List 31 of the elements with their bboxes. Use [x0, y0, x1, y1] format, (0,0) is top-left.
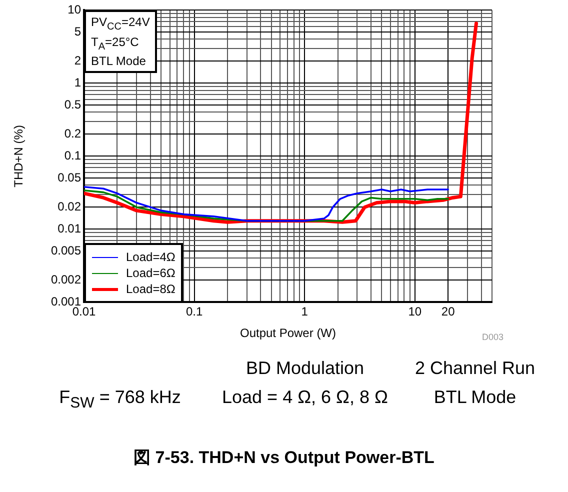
- legend-label: Load=6Ω: [126, 265, 176, 282]
- y-tick-label: 5: [74, 24, 82, 38]
- y-tick-label: 0.05: [58, 170, 82, 184]
- y-tick-label: 0.02: [58, 200, 82, 214]
- text: D003: [482, 332, 504, 342]
- legend-label: Load=8Ω: [126, 281, 176, 298]
- text: Load = 4 Ω, 6 Ω, 8 Ω: [221, 386, 389, 409]
- annotation: BTL Mode: [91, 54, 147, 68]
- y-tick-label: 2: [74, 54, 82, 68]
- y-tick-label: 0.1: [64, 148, 82, 163]
- y-tick-label: 0.01: [58, 222, 82, 236]
- y-tick-label: 0.005: [50, 243, 82, 258]
- text: 図 7-53. THD+N vs Output Power-BTL: [132, 447, 436, 469]
- x-axis-title: Output Power (W): [240, 326, 336, 340]
- annotation: PV$_{CC}$=24V: [91, 15, 150, 35]
- text: BTL Mode: [432, 386, 518, 409]
- x-tick-label: 0.1: [186, 304, 203, 319]
- y-tick-label: 10: [68, 2, 82, 17]
- y-tick-label: 0.2: [64, 126, 82, 141]
- legend-label: Load=4Ω: [126, 249, 176, 266]
- y-tick-label: 0.5: [64, 97, 82, 112]
- y-axis-title: THD+N (%): [12, 125, 26, 188]
- y-tick-label: 1: [74, 76, 82, 90]
- text: 2 Channel Run: [414, 357, 536, 380]
- x-tick-label: 1: [301, 304, 308, 319]
- y-tick-label: 0.002: [50, 272, 82, 287]
- x-tick-label: 10: [408, 304, 422, 319]
- x-tick-label: 20: [441, 304, 456, 319]
- text: F$_{SW}$ = 768 kHz: [58, 386, 182, 414]
- annotation: T$_{A}$=25°C: [91, 34, 140, 54]
- text: BD Modulation: [244, 357, 366, 380]
